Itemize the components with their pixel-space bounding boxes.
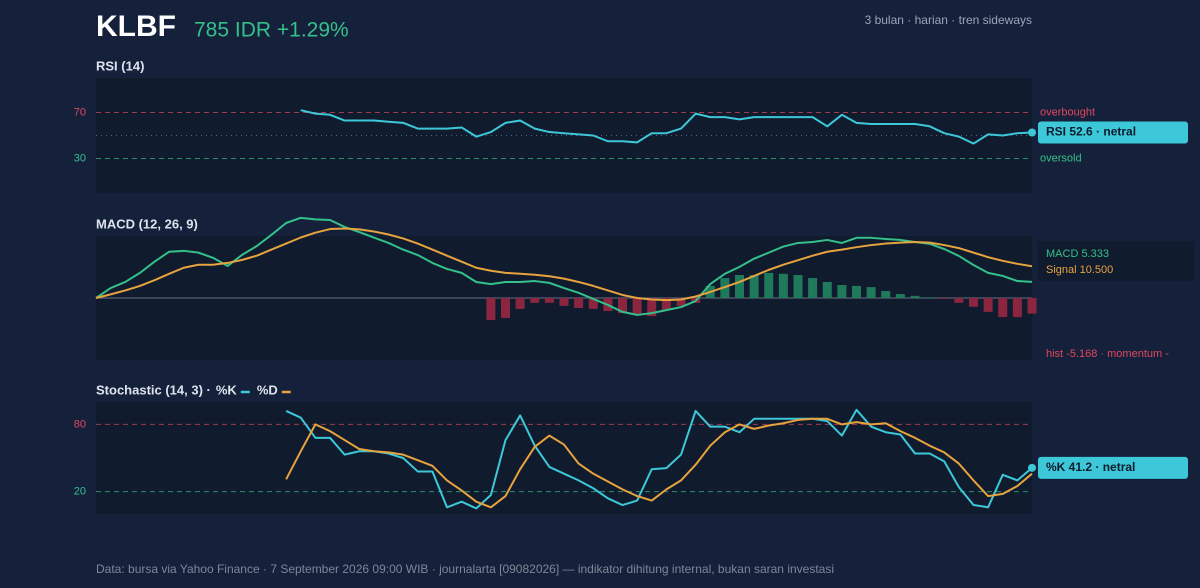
histogram-bar bbox=[895, 294, 905, 298]
histogram-bar bbox=[969, 298, 978, 307]
histogram-bar bbox=[661, 298, 671, 311]
y-tick-label: 70 bbox=[74, 106, 86, 118]
badge bbox=[1038, 121, 1188, 144]
histogram-bar bbox=[983, 298, 993, 312]
histogram-bar bbox=[530, 298, 540, 303]
histogram-bar bbox=[1027, 298, 1037, 314]
histogram-bar bbox=[822, 281, 832, 298]
threshold-label: overbought bbox=[1040, 106, 1095, 118]
context: 3 bulan · harian · tren sideways bbox=[865, 13, 1032, 27]
last-point bbox=[1028, 463, 1036, 472]
histogram-bar bbox=[501, 298, 510, 318]
histogram-bar bbox=[778, 273, 788, 298]
panel-title: RSI (14) bbox=[96, 58, 144, 73]
histogram-bar bbox=[632, 298, 642, 315]
price: 785 IDR +1.29% bbox=[194, 19, 349, 42]
histogram-bar bbox=[1012, 298, 1022, 318]
histogram-bar bbox=[764, 272, 774, 298]
line bbox=[300, 109, 1033, 145]
histogram-bar bbox=[925, 297, 935, 298]
badge-label: %K 41.2 · netral bbox=[1046, 460, 1135, 474]
histogram-bar bbox=[559, 298, 569, 306]
readout-label: Signal 10.500 bbox=[1046, 264, 1113, 276]
histogram-bar bbox=[852, 285, 861, 298]
y-tick-label: 80 bbox=[74, 418, 86, 430]
threshold-label: oversold bbox=[1040, 152, 1082, 164]
line bbox=[285, 417, 1033, 509]
last-point bbox=[1028, 128, 1036, 137]
histogram-bar bbox=[954, 298, 964, 303]
line bbox=[95, 216, 1033, 316]
histogram-bar bbox=[515, 298, 525, 309]
histogram-bar bbox=[910, 295, 920, 298]
histogram-bar bbox=[647, 298, 657, 317]
panel-background bbox=[96, 402, 1032, 514]
histogram-bar bbox=[574, 298, 584, 308]
y-tick-label: 30 bbox=[74, 152, 86, 164]
histogram-bar bbox=[881, 291, 891, 298]
readout-label: MACD 5.333 bbox=[1046, 248, 1109, 260]
histogram-bar bbox=[618, 298, 627, 314]
readout-note: hist -5.168 · momentum - bbox=[1046, 348, 1169, 360]
histogram-bar bbox=[676, 298, 686, 306]
histogram-bar bbox=[837, 284, 847, 298]
histogram-bar bbox=[544, 298, 554, 303]
ticker: KLBF bbox=[96, 10, 176, 43]
histogram-bar bbox=[808, 278, 818, 298]
badge bbox=[1038, 456, 1188, 479]
legend-label: %K bbox=[216, 382, 238, 397]
line bbox=[285, 408, 1033, 510]
histogram-bar bbox=[749, 275, 759, 298]
footer: Data: bursa via Yahoo Finance · 7 Septem… bbox=[96, 562, 834, 576]
histogram-bar bbox=[939, 298, 949, 299]
legend-label: %D bbox=[257, 382, 278, 397]
panel-title: MACD (12, 26, 9) bbox=[96, 216, 198, 231]
histogram-bar bbox=[998, 298, 1008, 318]
badge-label: RSI 52.6 · netral bbox=[1046, 125, 1136, 139]
line bbox=[95, 227, 1033, 302]
histogram-bar bbox=[486, 298, 496, 321]
histogram-bar bbox=[793, 275, 803, 298]
readout-box bbox=[1038, 241, 1194, 281]
panel-title: Stochastic (14, 3) · bbox=[96, 382, 211, 397]
histogram-bar bbox=[735, 275, 744, 298]
y-tick-label: 20 bbox=[74, 486, 86, 498]
histogram-bar bbox=[866, 287, 876, 298]
histogram-bar bbox=[588, 298, 598, 309]
